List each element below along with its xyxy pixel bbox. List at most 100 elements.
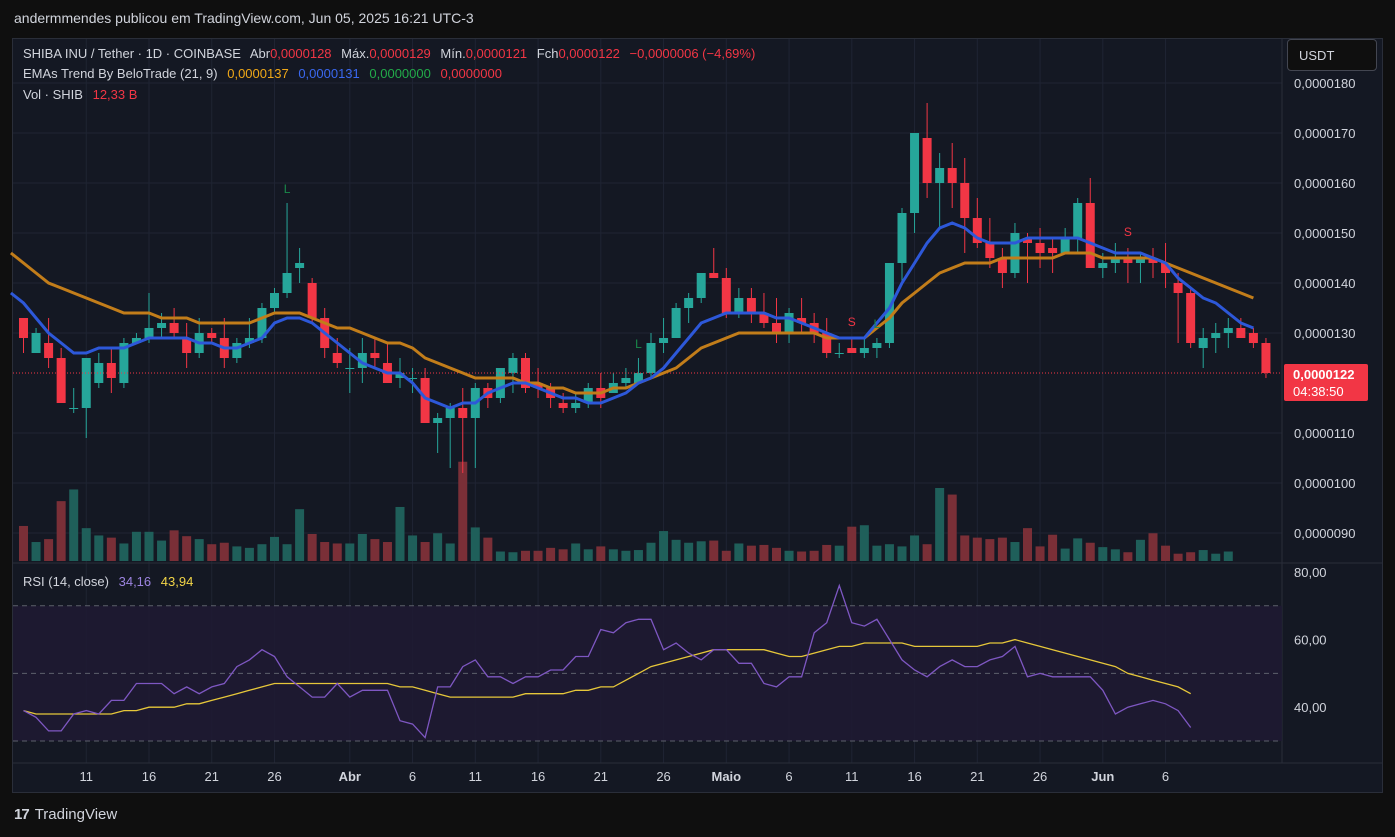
candle-body bbox=[997, 258, 1007, 273]
price-tick: 0,0000150 bbox=[1294, 226, 1355, 241]
candle-body bbox=[822, 333, 832, 353]
rsi-ma-line bbox=[23, 638, 1192, 715]
volume-bar bbox=[935, 488, 945, 561]
time-tick: 6 bbox=[409, 769, 416, 784]
signal-S: S bbox=[1124, 225, 1132, 239]
volume-bar bbox=[734, 543, 744, 561]
candle-body bbox=[1223, 328, 1233, 333]
candle-body bbox=[357, 353, 367, 368]
candle-body bbox=[1048, 248, 1058, 253]
legend-high: 0,0000129 bbox=[369, 46, 431, 61]
volume-bar bbox=[608, 549, 618, 561]
volume-bar bbox=[910, 535, 920, 561]
rsi-pane: 80,00 60,00 40,00 bbox=[13, 565, 1327, 742]
candle-body bbox=[571, 403, 581, 408]
candle-body bbox=[759, 313, 769, 323]
volume-bar bbox=[1123, 552, 1133, 561]
volume-bar bbox=[207, 544, 217, 561]
candle-body bbox=[784, 313, 794, 333]
volume-bar bbox=[19, 525, 28, 561]
volume-bar bbox=[1085, 542, 1095, 561]
time-tick: Abr bbox=[339, 769, 361, 784]
volume-bar bbox=[583, 549, 593, 561]
legend-symbol[interactable]: SHIBA INU / Tether · 1D · COINBASE bbox=[23, 46, 241, 61]
candle-body bbox=[495, 368, 505, 398]
legend-ema-name[interactable]: EMAs Trend By BeloTrade (21, 9) bbox=[23, 66, 218, 81]
candle-body bbox=[433, 418, 443, 423]
candle-body bbox=[345, 368, 355, 369]
legend-vol-name[interactable]: Vol · SHIB bbox=[23, 87, 83, 102]
legend-ema-value-4: 0,0000000 bbox=[440, 66, 502, 81]
candle-body bbox=[633, 373, 643, 383]
volume-bar bbox=[483, 537, 493, 561]
candle-body bbox=[445, 408, 455, 418]
candle-body bbox=[721, 278, 731, 313]
price-tick: 0,0000140 bbox=[1294, 276, 1355, 291]
candle-body bbox=[119, 343, 129, 383]
candle-body bbox=[69, 408, 79, 409]
candle-body bbox=[521, 358, 530, 388]
candle-body bbox=[44, 343, 54, 358]
signal-S: S bbox=[848, 315, 856, 329]
volume-bar bbox=[884, 544, 894, 561]
candles bbox=[19, 103, 1271, 473]
volume-bar bbox=[232, 546, 242, 561]
volume-bar bbox=[1073, 538, 1083, 561]
currency-button[interactable]: USDT bbox=[1287, 39, 1377, 71]
volume-bar bbox=[1110, 549, 1120, 561]
volume-bar bbox=[81, 528, 91, 561]
candle-body bbox=[1085, 203, 1095, 268]
volume-bar bbox=[1135, 539, 1145, 561]
candle-body bbox=[1010, 233, 1020, 273]
volume-bar bbox=[169, 530, 179, 561]
legend-rsi-name[interactable]: RSI (14, close) bbox=[23, 574, 109, 589]
volume-bar bbox=[784, 550, 794, 561]
candle-body bbox=[408, 378, 418, 379]
volume-bar bbox=[546, 547, 556, 561]
volume-bar bbox=[44, 539, 54, 561]
legend-ema: EMAs Trend By BeloTrade (21, 9) 0,000013… bbox=[23, 66, 508, 81]
candle-body bbox=[182, 338, 192, 353]
candle-body bbox=[1148, 258, 1158, 263]
legend-high-label: Máx. bbox=[341, 46, 370, 61]
volume-bar bbox=[659, 531, 669, 561]
legend-open: 0,0000128 bbox=[270, 46, 332, 61]
volume-bar bbox=[897, 546, 907, 561]
time-tick: 21 bbox=[970, 769, 984, 784]
time-tick: 16 bbox=[907, 769, 921, 784]
candle-body bbox=[910, 133, 920, 213]
candle-body bbox=[847, 348, 857, 353]
time-tick: 16 bbox=[142, 769, 156, 784]
candle-body bbox=[734, 298, 744, 313]
candle-body bbox=[169, 323, 179, 333]
time-tick: Jun bbox=[1091, 769, 1114, 784]
price-tick: 0,0000170 bbox=[1294, 126, 1355, 141]
candle-body bbox=[696, 273, 706, 298]
candle-body bbox=[1060, 238, 1070, 253]
legend-rsi: RSI (14, close) 34,16 43,94 bbox=[23, 574, 199, 589]
volume-bar bbox=[445, 543, 455, 561]
candle-body bbox=[1123, 258, 1133, 263]
candle-body bbox=[646, 343, 656, 373]
candle-body bbox=[56, 358, 66, 403]
candle-body bbox=[859, 348, 869, 353]
legend-low-label: Mín. bbox=[440, 46, 466, 61]
candle-body bbox=[19, 318, 28, 338]
candle-body bbox=[684, 298, 694, 308]
volume-bar bbox=[922, 544, 932, 561]
volume-bar bbox=[646, 542, 656, 561]
volume-bar bbox=[596, 546, 606, 561]
candle-body bbox=[270, 293, 279, 308]
volume-bar bbox=[859, 525, 869, 561]
candle-body bbox=[1110, 258, 1120, 263]
time-tick: 6 bbox=[785, 769, 792, 784]
candle-body bbox=[81, 358, 91, 408]
volume-bar bbox=[834, 545, 844, 561]
last-price-value: 0,0000122 bbox=[1293, 367, 1355, 382]
tradingview-brand[interactable]: 17 TradingView bbox=[14, 806, 117, 823]
volume-bar bbox=[947, 494, 957, 561]
candle-body bbox=[1211, 333, 1221, 338]
volume-bar bbox=[69, 489, 79, 561]
candle-body bbox=[1023, 238, 1032, 243]
